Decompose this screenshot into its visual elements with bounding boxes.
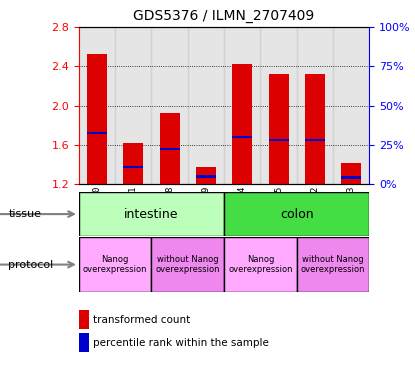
Text: tissue: tissue: [8, 209, 42, 219]
Bar: [269, 74, 288, 184]
Bar: [333, 27, 369, 184]
Title: GDS5376 / ILMN_2707409: GDS5376 / ILMN_2707409: [134, 9, 315, 23]
Bar: [341, 163, 361, 184]
Bar: [305, 139, 325, 141]
Text: transformed count: transformed count: [93, 314, 190, 325]
Bar: [305, 74, 325, 184]
Bar: [115, 27, 151, 184]
Text: Nanog
overexpression: Nanog overexpression: [228, 255, 293, 274]
Bar: [123, 143, 143, 184]
Bar: [79, 27, 115, 184]
Bar: [79, 192, 224, 236]
Bar: [196, 167, 216, 184]
Bar: [224, 237, 297, 292]
Bar: [297, 237, 369, 292]
Bar: [224, 27, 261, 184]
Text: percentile rank within the sample: percentile rank within the sample: [93, 338, 269, 348]
Bar: [87, 132, 107, 134]
Text: protocol: protocol: [8, 260, 54, 270]
Bar: [269, 139, 288, 141]
Bar: [232, 64, 252, 184]
Text: colon: colon: [280, 208, 314, 220]
Bar: [297, 27, 333, 184]
Bar: [79, 237, 151, 292]
Bar: [188, 27, 224, 184]
Bar: [196, 175, 216, 177]
Text: without Nanog
overexpression: without Nanog overexpression: [156, 255, 220, 274]
Text: intestine: intestine: [124, 208, 179, 220]
Text: Nanog
overexpression: Nanog overexpression: [83, 255, 147, 274]
Bar: [123, 166, 143, 168]
Bar: [151, 237, 224, 292]
Bar: [261, 27, 297, 184]
Bar: [341, 176, 361, 179]
Bar: [160, 114, 180, 184]
Bar: [160, 148, 180, 150]
Text: without Nanog
overexpression: without Nanog overexpression: [301, 255, 365, 274]
Bar: [224, 192, 369, 236]
Bar: [232, 136, 252, 138]
Bar: [151, 27, 188, 184]
Bar: [87, 55, 107, 184]
